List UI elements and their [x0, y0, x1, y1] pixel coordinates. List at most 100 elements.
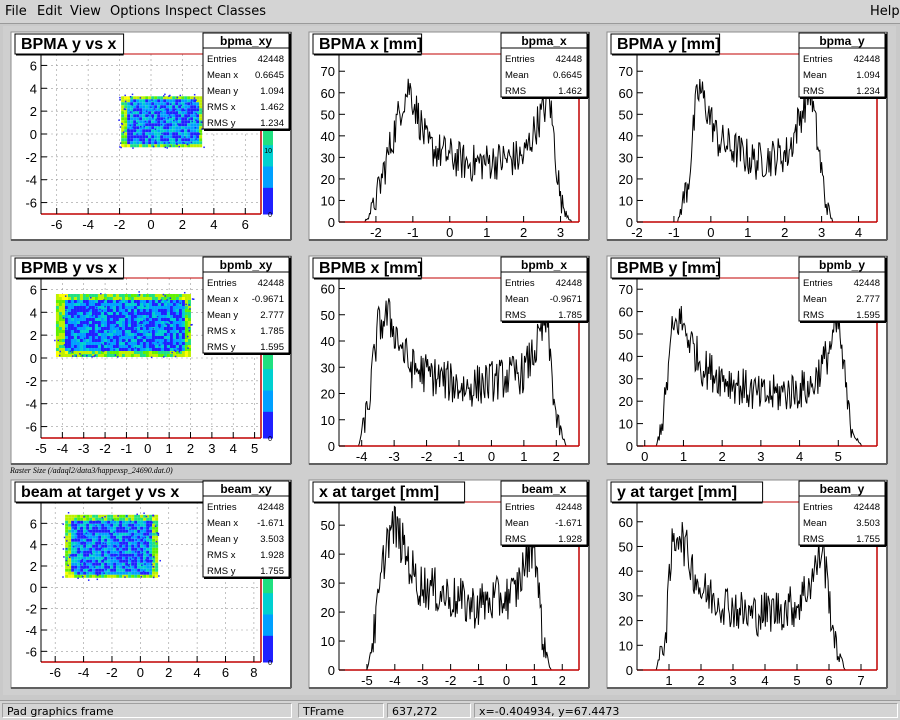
scatter-cell — [148, 345, 152, 348]
scatter-cell — [134, 565, 138, 569]
colorbar-segment — [263, 406, 273, 412]
scatter-cell — [138, 291, 140, 293]
scatter-cell — [67, 306, 71, 309]
scatter-cell — [148, 114, 152, 118]
scatter-cell — [134, 551, 137, 553]
scatter-cell — [101, 523, 105, 527]
scatter-cell — [142, 300, 146, 303]
colorbar-segment — [263, 646, 273, 652]
scatter-cell — [79, 342, 83, 345]
scatter-cell — [175, 111, 179, 115]
scatter-cell — [85, 324, 89, 327]
scatter-cell — [172, 141, 176, 145]
scatter-cell — [79, 309, 83, 312]
scatter-cell — [71, 553, 75, 557]
scatter-cell — [68, 550, 72, 554]
scatter-cell — [139, 312, 143, 315]
stats-label: RMS — [505, 86, 526, 97]
scatter-cell — [119, 565, 123, 569]
scatter-cell — [55, 327, 59, 330]
scatter-cell — [113, 556, 117, 560]
scatter-cell — [184, 105, 188, 109]
scatter-cell — [169, 138, 173, 142]
scatter-cell — [157, 324, 161, 327]
colorbar-tick-label: 10 — [264, 148, 272, 155]
scatter-cell — [152, 343, 154, 346]
menu-options[interactable]: Options — [110, 4, 161, 19]
scatter-cell — [128, 532, 132, 536]
scatter-cell — [148, 309, 152, 312]
scatter-cell — [155, 544, 159, 548]
scatter-cell — [184, 138, 188, 142]
scatter-cell — [139, 300, 143, 303]
stats-value: 42448 — [556, 54, 582, 65]
scatter-cell — [178, 333, 182, 336]
menu-help[interactable]: Help — [870, 4, 900, 19]
menu-view[interactable]: View — [70, 4, 101, 19]
scatter-cell — [58, 294, 62, 297]
scatter-cell — [136, 336, 140, 339]
scatter-cell — [140, 538, 144, 542]
colorbar-segment — [263, 400, 273, 407]
scatter-cell — [196, 123, 200, 127]
scatter-cell — [151, 324, 155, 327]
scatter-cell — [188, 304, 190, 306]
scatter-cell — [64, 330, 68, 333]
scatter-cell — [155, 540, 158, 543]
scatter-cell — [110, 517, 114, 521]
scatter-cell — [182, 333, 185, 336]
scatter-cell — [74, 514, 78, 518]
scatter-cell — [118, 354, 122, 357]
scatter-cell — [133, 105, 137, 109]
scatter-cell — [80, 562, 84, 566]
scatter-cell — [179, 94, 182, 97]
scatter-cell — [145, 111, 149, 115]
scatter-cell — [145, 306, 149, 309]
scatter-cell — [121, 120, 125, 124]
scatter-cell — [116, 550, 120, 554]
scatter-cell — [184, 99, 188, 103]
scatter-cell — [85, 297, 89, 300]
root-canvas[interactable]: Raster Size (/adaql2/data3/happexsp_2469… — [3, 26, 896, 695]
scatter-cell — [175, 132, 179, 136]
scatter-cell — [112, 345, 116, 348]
scatter-cell — [76, 354, 80, 357]
canvas-drawing[interactable]: Raster Size (/adaql2/data3/happexsp_2469… — [3, 26, 896, 695]
scatter-cell — [112, 309, 116, 312]
menu-classes[interactable]: Classes — [217, 4, 266, 19]
scatter-cell — [64, 297, 68, 300]
scatter-cell — [121, 315, 125, 318]
menu-edit[interactable]: Edit — [37, 4, 63, 19]
scatter-cell — [58, 348, 62, 351]
scatter-cell — [187, 129, 191, 133]
scatter-cell — [145, 309, 149, 312]
scatter-cell — [127, 315, 131, 318]
scatter-cell — [184, 321, 188, 324]
scatter-cell — [115, 316, 118, 318]
scatter-cell — [136, 102, 140, 106]
scatter-cell — [119, 99, 121, 101]
scatter-cell — [169, 123, 173, 127]
scatter-cell — [184, 309, 188, 312]
scatter-cell — [115, 342, 119, 345]
scatter-cell — [119, 556, 123, 560]
scatter-cell — [65, 550, 69, 554]
colorbar-segment — [263, 176, 273, 183]
scatter-cell — [127, 342, 131, 345]
scatter-cell — [128, 514, 132, 518]
scatter-cell — [175, 330, 179, 333]
scatter-cell — [65, 333, 67, 336]
scatter-cell — [68, 523, 72, 527]
scatter-cell — [159, 559, 161, 562]
stats-label: RMS — [505, 310, 526, 321]
scatter-cell — [101, 532, 105, 536]
menu-file[interactable]: File — [5, 4, 27, 19]
scatter-cell — [86, 559, 90, 563]
scatter-cell — [80, 529, 84, 533]
scatter-cell — [149, 544, 153, 548]
colorbar-segment — [263, 155, 273, 162]
scatter-cell — [166, 315, 170, 318]
scatter-cell — [103, 559, 105, 561]
menu-inspect[interactable]: Inspect — [165, 4, 213, 19]
